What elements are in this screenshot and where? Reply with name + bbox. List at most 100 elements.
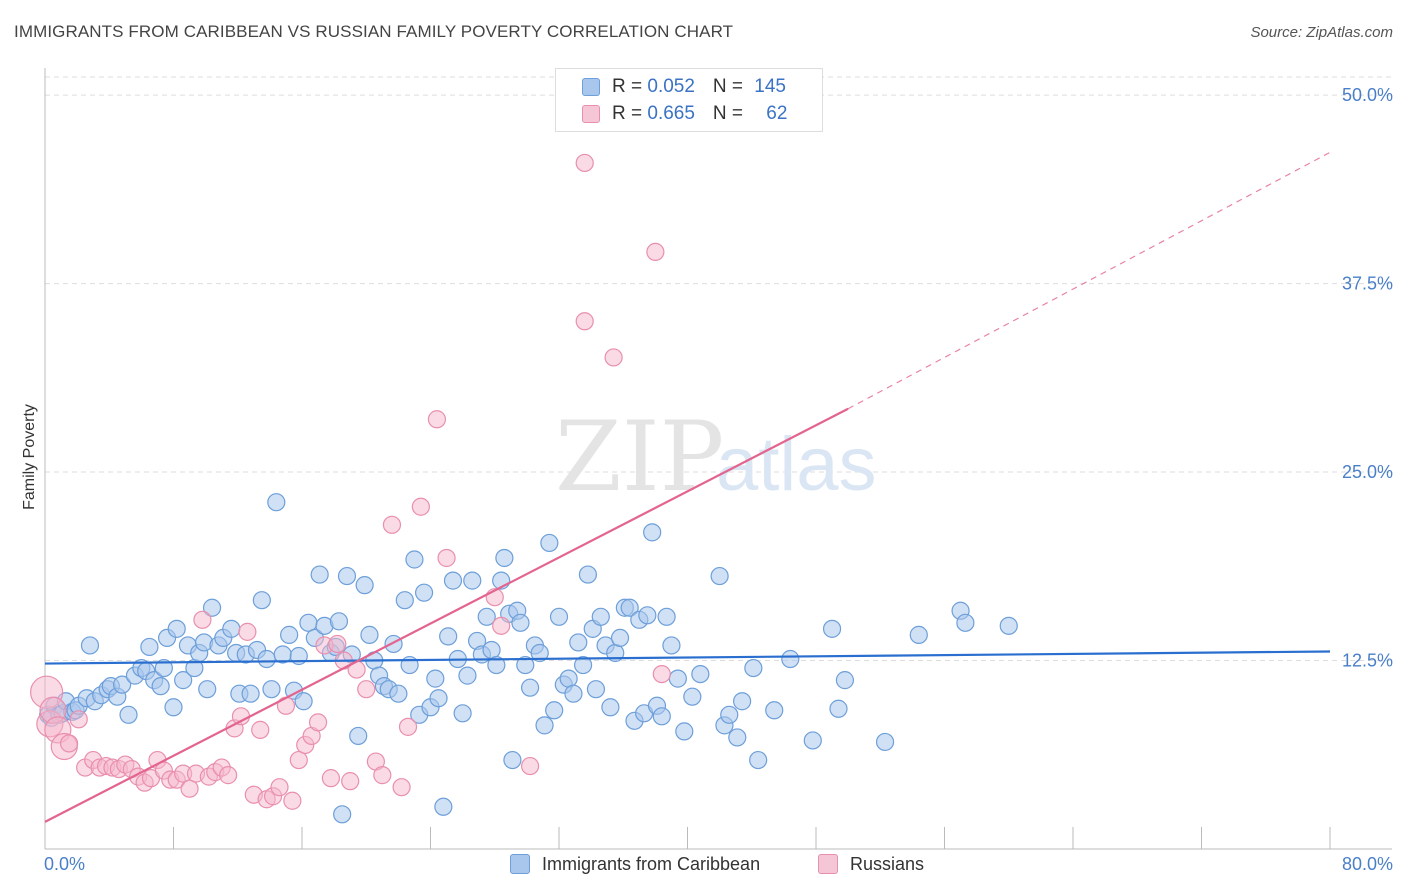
data-point-caribbean [530,643,549,663]
data-point-caribbean [511,613,530,632]
data-point-russians [575,153,594,173]
data-point-caribbean [202,598,222,617]
legend-row-russians: R = 0.665 N = 62 [582,102,787,126]
data-point-caribbean [710,566,729,586]
data-point-caribbean [355,576,374,595]
data-point-caribbean [559,669,578,688]
data-point-caribbean [280,625,299,644]
data-point-caribbean [198,680,217,699]
data-point-caribbean [535,716,554,735]
bottom-legend-swatch-pink [818,854,838,874]
legend-n-value: 62 [766,103,788,124]
trend-line-russians-extension [847,151,1331,410]
legend-r-label: R = [612,76,648,97]
data-point-caribbean [154,658,173,678]
data-point-caribbean [520,678,540,697]
data-point-caribbean [829,699,848,718]
data-point-caribbean [835,671,855,690]
data-point-russians [328,634,347,654]
data-point-russians [646,242,665,262]
data-point-caribbean [477,607,496,626]
data-point-caribbean [174,671,193,690]
bottom-legend-label: Russians [850,853,925,874]
y-tick-label: 50.0% [1342,85,1393,105]
data-point-caribbean [573,655,593,675]
legend-row-caribbean: R = 0.052 N = 145 [582,75,786,99]
data-point-russians [652,664,671,684]
data-point-caribbean [389,684,408,703]
data-point-caribbean [458,666,477,685]
data-point-caribbean [610,628,630,648]
data-point-russians [219,766,238,785]
data-point-caribbean [140,637,159,657]
data-point-caribbean [662,636,681,655]
data-point-caribbean [668,669,687,688]
legend-n-label: N = [712,103,749,124]
data-point-russians [270,778,289,797]
data-point-caribbean [503,750,522,770]
data-point-caribbean [728,728,747,747]
x-tick-label: 0.0% [44,854,85,874]
data-point-caribbean [643,523,662,542]
data-point-russians [382,515,402,534]
legend-swatch-blue [582,78,600,96]
data-point-russians [357,680,376,699]
data-point-russians [180,779,199,798]
series-russians [30,153,671,810]
legend-r-label: R = [612,103,648,124]
data-point-caribbean [267,493,286,512]
data-point-russians [492,616,511,635]
data-point-caribbean [429,689,448,708]
data-point-caribbean [803,731,822,750]
trend-lines [44,151,1331,823]
data-point-russians [341,772,360,791]
y-axis-label: Family Poverty [21,404,38,510]
y-tick-label: 25.0% [1342,462,1393,482]
data-point-caribbean [337,566,357,586]
legend-r-value: 0.665 [647,103,695,124]
data-point-russians [392,778,411,797]
data-point-caribbean [80,636,100,655]
data-point-caribbean [875,732,895,752]
source-credit: Source: ZipAtlas.com [1250,24,1393,41]
data-point-russians [59,734,79,753]
data-point-caribbean [675,722,694,741]
data-point-caribbean [294,692,313,711]
data-point-caribbean [956,613,975,632]
data-point-caribbean [516,655,535,675]
data-point-caribbean [909,625,928,644]
data-point-caribbean [765,701,784,720]
data-point-caribbean [652,707,671,726]
data-point-caribbean [569,633,588,652]
chart-title: IMMIGRANTS FROM CARIBBEAN VS RUSSIAN FAM… [14,22,734,41]
data-point-russians [238,622,257,641]
data-point-caribbean [749,750,768,770]
bottom-legend-label: Immigrants from Caribbean [542,853,761,874]
data-point-caribbean [691,664,710,684]
data-point-caribbean [683,687,702,706]
data-point-caribbean [164,698,183,717]
data-point-caribbean [310,565,329,584]
legend-n-value: 145 [754,76,786,97]
data-point-caribbean [733,692,752,711]
data-point-caribbean [349,726,368,746]
data-point-caribbean [257,649,276,669]
bottom-legend-russians: Russians [818,852,924,876]
trend-line-caribbean [44,650,1331,665]
legend-n-label: N = [712,76,749,97]
data-point-caribbean [495,548,514,568]
data-point-caribbean [657,607,676,626]
watermark-zip: ZIP [555,401,724,513]
legend-r-value: 0.052 [647,76,695,97]
data-point-caribbean [112,675,132,694]
data-point-caribbean [299,613,318,632]
data-point-caribbean [262,680,281,699]
data-point-russians [69,710,88,729]
data-point-caribbean [781,649,800,669]
data-point-russians [193,610,212,629]
data-point-russians [398,717,418,736]
data-point-caribbean [822,619,842,638]
data-point-caribbean [222,619,241,638]
legend-swatch-pink [582,105,600,123]
data-point-caribbean [241,684,260,703]
